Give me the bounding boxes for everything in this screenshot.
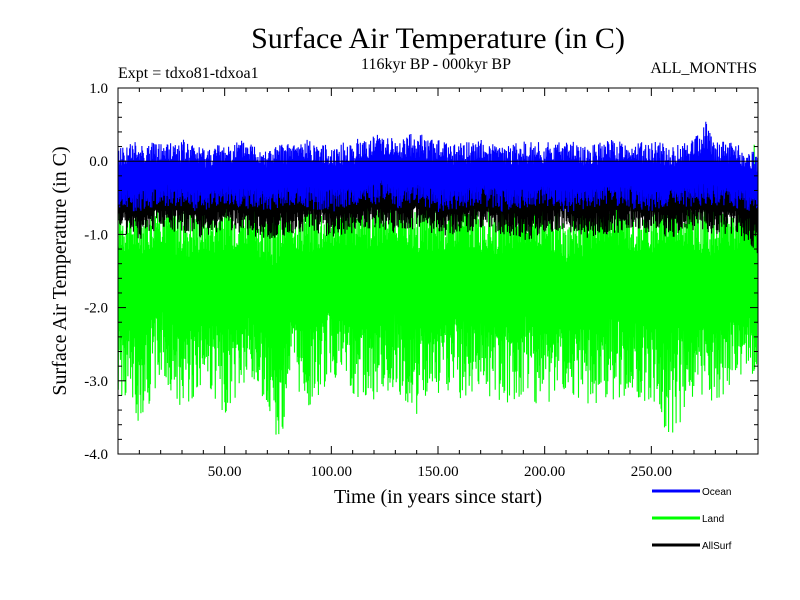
y-tick-label: -1.0 (84, 227, 108, 243)
x-tick-label: 250.00 (631, 464, 672, 480)
period-label: ALL_MONTHS (650, 60, 757, 77)
chart-title: Surface Air Temperature (in C) (251, 22, 625, 55)
axis-ticks: 50.00 100.00 150.00 200.00 250.00 1.0 0.0 -1.0 -… (84, 81, 758, 480)
series-line-ocean (118, 121, 758, 213)
legend: Ocean Land AllSurf (652, 487, 732, 552)
y-tick-label: 0.0 (89, 154, 108, 170)
y-tick-label: -3.0 (84, 374, 108, 390)
x-tick-label: 100.00 (311, 464, 352, 480)
y-tick-label: -4.0 (84, 447, 108, 463)
experiment-label: Expt = tdxo81-tdxoa1 (118, 65, 259, 82)
x-tick-label: 200.00 (524, 464, 565, 480)
y-tick-label: 1.0 (89, 81, 108, 97)
chart-subtitle: 116kyr BP - 000kyr BP (361, 56, 511, 73)
x-tick-label: 50.00 (208, 464, 242, 480)
legend-label-land: Land (702, 514, 724, 525)
legend-label-ocean: Ocean (702, 487, 731, 498)
series-layer (118, 121, 758, 435)
x-axis-label: Time (in years since start) (334, 486, 542, 508)
x-tick-label: 150.00 (417, 464, 458, 480)
legend-label-allsurf: AllSurf (702, 541, 732, 552)
y-tick-label: -2.0 (84, 301, 108, 317)
series-line-land (118, 144, 758, 435)
y-axis-label: Surface Air Temperature (in C) (49, 146, 71, 395)
